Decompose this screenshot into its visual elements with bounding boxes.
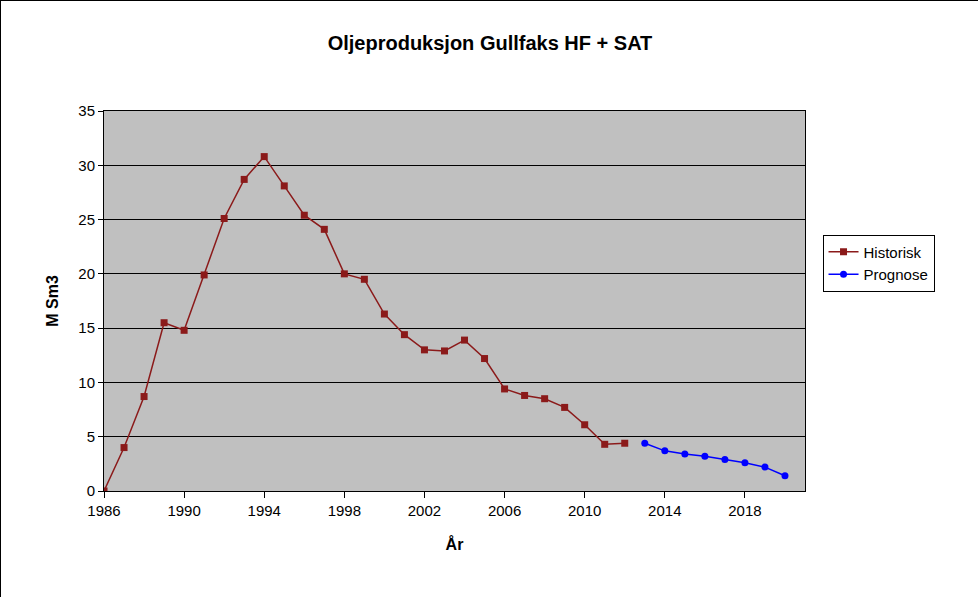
svg-text:0: 0 [87,482,95,499]
svg-text:30: 30 [78,157,95,174]
svg-text:M Sm3: M Sm3 [44,275,61,327]
svg-text:35: 35 [78,102,95,119]
svg-text:10: 10 [78,374,95,391]
svg-text:Historisk: Historisk [864,244,922,261]
svg-text:2018: 2018 [728,502,761,519]
svg-text:1994: 1994 [248,502,281,519]
svg-text:Oljeproduksjon Gullfaks HF + S: Oljeproduksjon Gullfaks HF + SAT [328,32,653,54]
svg-text:2002: 2002 [408,502,441,519]
svg-text:1998: 1998 [328,502,361,519]
svg-text:25: 25 [78,211,95,228]
svg-text:Prognose: Prognose [864,266,928,283]
svg-text:20: 20 [78,265,95,282]
svg-text:2014: 2014 [648,502,681,519]
svg-text:15: 15 [78,319,95,336]
svg-text:5: 5 [87,428,95,445]
svg-text:2006: 2006 [488,502,521,519]
svg-text:1986: 1986 [87,502,120,519]
svg-text:1990: 1990 [167,502,200,519]
svg-text:År: År [446,535,464,553]
svg-text:2010: 2010 [568,502,601,519]
